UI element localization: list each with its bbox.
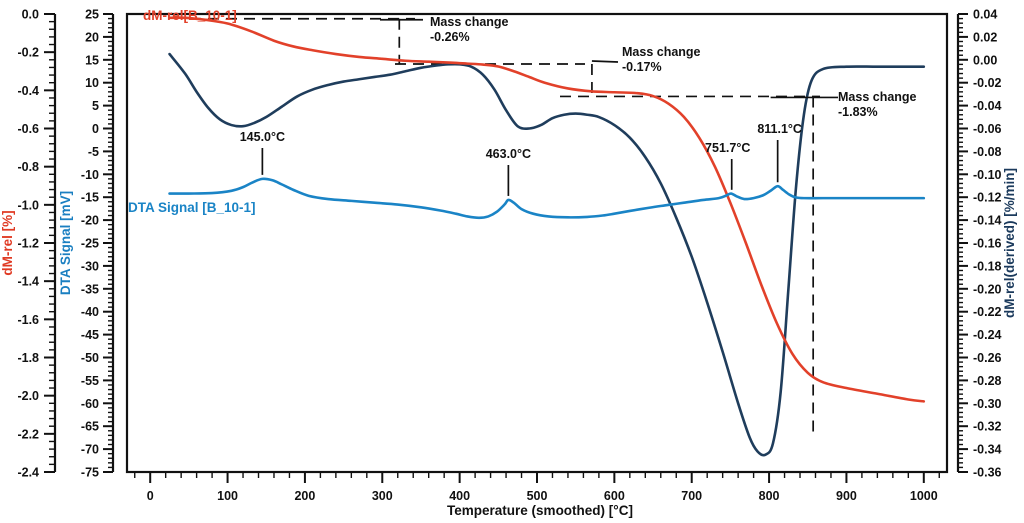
plot-area-border — [125, 12, 949, 474]
mass-change-2-value: -0.17% — [622, 60, 662, 74]
x-tick-label: 600 — [604, 489, 625, 503]
y-tick-label-dm-rel: -0.2 — [17, 46, 39, 60]
y-tick-label-dm-rel: -1.6 — [17, 313, 39, 327]
x-tick-label: 300 — [372, 489, 393, 503]
annotation-layer — [190, 17, 820, 435]
y-tick-label-derived: -0.26 — [973, 351, 1002, 365]
x-tick-label: 400 — [449, 489, 470, 503]
y-tick-label-derived: 0.00 — [973, 53, 997, 67]
y-tick-label-derived: -0.10 — [973, 168, 1002, 182]
mass-change-3-value: -1.83% — [838, 105, 878, 119]
y-tick-label-derived: -0.14 — [973, 214, 1002, 228]
y-tick-label-dm-rel: -2.2 — [17, 427, 39, 441]
y-tick-label-dta: -40 — [81, 305, 99, 319]
axis-dm-rel: 0.0 -0.2 -0.4 -0.6 -0.8 -1.0 -1.2 -1.4 -1.6 -1.8 -… — [17, 8, 57, 480]
x-tick-label: 200 — [294, 489, 315, 503]
y-tick-label-dm-rel: -1.8 — [17, 351, 39, 365]
y-tick-label-derived: -0.22 — [973, 305, 1002, 319]
y-tick-label-derived: -0.24 — [973, 328, 1002, 342]
x-tick-label: 800 — [759, 489, 780, 503]
x-tick-label: 0 — [147, 489, 154, 503]
y-tick-label-dta: 0 — [92, 122, 99, 136]
y-tick-label-dm-rel: 0.0 — [22, 8, 39, 22]
y-tick-label-dm-rel: -1.4 — [17, 275, 39, 289]
y-tick-label-dm-rel: -2.0 — [17, 389, 39, 403]
y-tick-label-dta: -70 — [81, 443, 99, 457]
y-tick-label-derived: -0.28 — [973, 374, 1002, 388]
y-tick-label-dta: -35 — [81, 282, 99, 296]
y-tick-label-derived: -0.18 — [973, 259, 1002, 273]
y-tick-label-derived: -0.08 — [973, 145, 1002, 159]
y-tick-label-derived: -0.30 — [973, 397, 1002, 411]
x-axis: 0 100 200 300 400 500 600 700 800 900 1000 — [134, 472, 940, 503]
y-tick-label-dta: -60 — [81, 397, 99, 411]
peak-463-label: 463.0°C — [486, 147, 531, 161]
y-tick-label-dta: -5 — [88, 145, 99, 159]
axis-dta-signal: 25 20 15 10 5 0 -5 -10 -15 -20 -25 -30 -35 -40 -45 -50 -… — [81, 8, 115, 480]
y-tick-label-derived: -0.36 — [973, 466, 1002, 480]
y-tick-label-derived: -0.12 — [973, 191, 1002, 205]
y-tick-label-dta: -25 — [81, 237, 99, 251]
mass-change-2-leader — [591, 60, 619, 63]
y-tick-label-derived: -0.34 — [973, 443, 1002, 457]
y-tick-label-dta: -20 — [81, 214, 99, 228]
y-tick-label-dta: 15 — [85, 53, 99, 67]
y-tick-label-dta: -55 — [81, 374, 99, 388]
y-tick-label-dta: -30 — [81, 259, 99, 273]
y-tick-label-dm-rel: -2.4 — [17, 466, 39, 480]
x-tick-label: 900 — [836, 489, 857, 503]
y-tick-label-derived: -0.04 — [973, 99, 1002, 113]
y-tick-label-dta: -15 — [81, 191, 99, 205]
y-tick-label-dta: -50 — [81, 351, 99, 365]
annotation-text-layer: Mass change-0.26%Mass change-0.17%Mass c… — [240, 15, 917, 196]
curve-dta-signal — [168, 177, 926, 220]
y-tick-label-dta: -65 — [81, 420, 99, 434]
y-tick-label-dta: 5 — [92, 99, 99, 113]
y-tick-label-dta: 25 — [85, 8, 99, 22]
y-tick-label-derived: -0.16 — [973, 237, 1002, 251]
y-tick-label-derived: -0.20 — [973, 282, 1002, 296]
y-tick-label-derived: -0.06 — [973, 122, 1002, 136]
mass-change-2-title: Mass change — [622, 45, 701, 59]
peak-751-label: 751.7°C — [705, 141, 750, 155]
y-tick-label-dta: 20 — [85, 30, 99, 44]
y-tick-label-dta: -10 — [81, 168, 99, 182]
mass-change-1-value: -0.26% — [430, 30, 470, 44]
y-tick-label-dta: -45 — [81, 328, 99, 342]
y-tick-label-derived: -0.02 — [973, 76, 1002, 90]
y-tick-label-dm-rel: -1.0 — [17, 198, 39, 212]
curve-dm-rel-derived — [168, 52, 926, 457]
mass-change-3-title: Mass change — [838, 90, 917, 104]
x-tick-label: 100 — [217, 489, 238, 503]
axis-dm-rel-derived: 0.04 0.02 0.00 -0.02 -0.04 -0.06 -0.08 -0.10 -0.… — [956, 8, 1002, 480]
y-tick-label-derived: 0.04 — [973, 8, 997, 22]
y-tick-label-derived: 0.02 — [973, 30, 997, 44]
x-tick-label: 1000 — [910, 489, 938, 503]
y-tick-label-dta: 10 — [85, 76, 99, 90]
y-tick-label-dm-rel: -1.2 — [17, 237, 39, 251]
peak-145-label: 145.0°C — [240, 130, 285, 144]
mass-change-1-title: Mass change — [430, 15, 509, 29]
x-tick-label: 700 — [681, 489, 702, 503]
y-tick-label-derived: -0.32 — [973, 420, 1002, 434]
y-tick-label-dta: -75 — [81, 466, 99, 480]
y-tick-label-dm-rel: -0.6 — [17, 122, 39, 136]
y-tick-label-dm-rel: -0.4 — [17, 84, 39, 98]
x-tick-label: 500 — [527, 489, 548, 503]
y-tick-label-dm-rel: -0.8 — [17, 160, 39, 174]
peak-811-label: 811.1°C — [757, 122, 802, 136]
curve-dm-rel — [168, 16, 926, 403]
